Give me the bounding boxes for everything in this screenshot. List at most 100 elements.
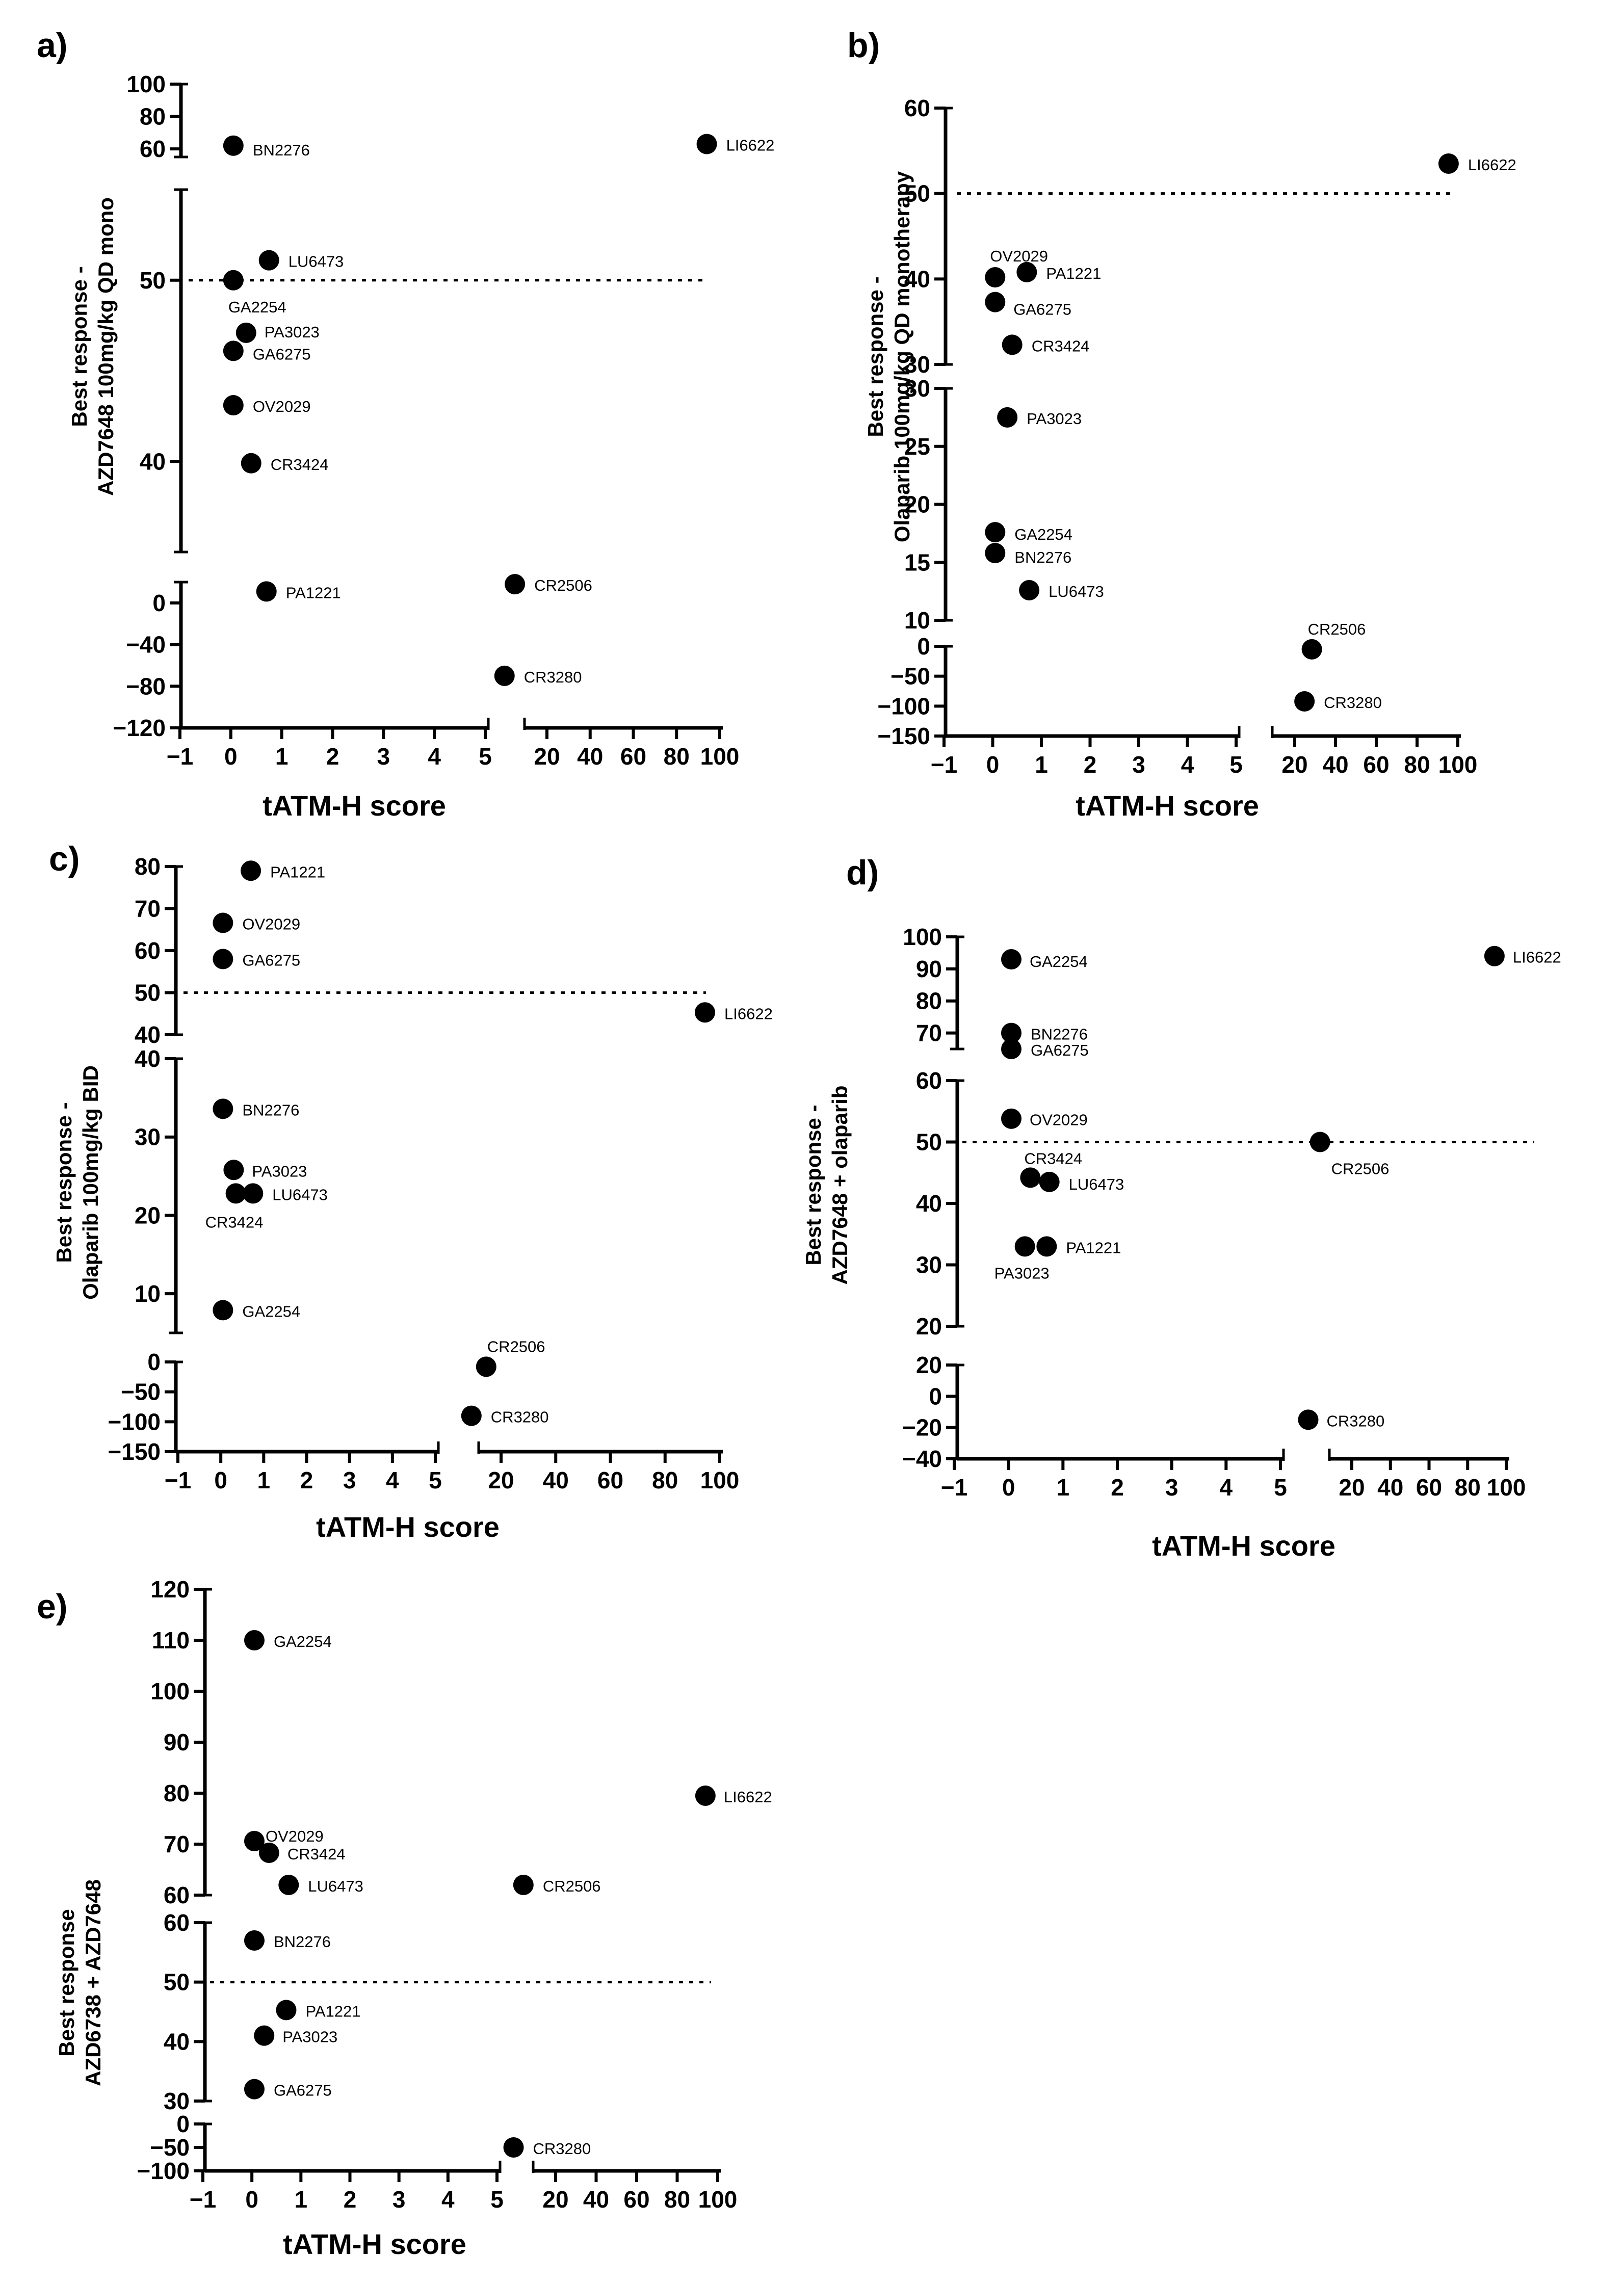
panel-label: b) <box>847 26 880 65</box>
point-label: CR2506 <box>1331 1160 1390 1178</box>
x-tick-label: 40 <box>1322 751 1348 778</box>
y-axis-label: Best response - Olaparib 100mg/kg QD mono… <box>863 171 914 542</box>
y-tick-label: 80 <box>164 1780 190 1806</box>
x-tick-label: 100 <box>1487 1474 1526 1501</box>
point-label: PA3023 <box>1027 410 1082 428</box>
data-point-ov2029 <box>223 395 244 416</box>
x-tick-label: 5 <box>479 743 492 770</box>
point-label: CR3280 <box>533 2140 591 2158</box>
point-label: BN2276 <box>1014 548 1071 566</box>
point-label: GA2254 <box>1014 526 1072 543</box>
data-point-cr3424 <box>225 1183 246 1204</box>
data-point-cr2506 <box>476 1356 496 1377</box>
data-point-pa1221 <box>241 860 261 881</box>
y-axis-segment: 10 20 30 40 <box>135 1045 183 1334</box>
y-axis-label-line: AZD7648 100mg/kg QD mono <box>94 197 118 496</box>
data-point-ga2254 <box>223 270 244 291</box>
point-label: CR2506 <box>543 1877 601 1895</box>
y-axis-segment: 60 70 80 90 100 110 120 <box>150 1576 212 1908</box>
point-label: PA3023 <box>282 2028 337 2046</box>
data-point-li6622 <box>695 1786 716 1806</box>
panel-label: d) <box>846 853 879 892</box>
x-tick-label: 60 <box>623 2186 649 2213</box>
data-point-ov2029 <box>1001 1108 1021 1129</box>
y-axis-segment: 0 −40 −80 −120 <box>113 581 188 741</box>
x-tick-label: 3 <box>392 2186 406 2213</box>
y-tick-label: 60 <box>140 136 166 162</box>
point-label: PA3023 <box>994 1264 1050 1282</box>
y-axis-segment: 30 40 50 60 <box>904 95 953 378</box>
y-tick-label: 50 <box>140 267 166 294</box>
y-axis-segment: 0−50−100 <box>137 2111 212 2184</box>
y-tick-label: 60 <box>164 1882 190 1908</box>
point-label: CR2506 <box>1308 620 1366 638</box>
data-point-cr3424 <box>258 1843 279 1863</box>
point-label: BN2276 <box>242 1101 299 1119</box>
point-label: CR3424 <box>1032 337 1090 355</box>
point-label: CR3424 <box>287 1845 346 1863</box>
x-tick-label: 1 <box>257 1467 271 1493</box>
x-tick-label: −1 <box>167 743 193 770</box>
point-label: GA6275 <box>1013 301 1071 319</box>
data-point-ga6275 <box>223 340 244 361</box>
x-tick-label: 40 <box>583 2186 609 2213</box>
y-tick-label: 20 <box>904 491 930 518</box>
y-tick-label: 90 <box>916 956 942 982</box>
point-label: GA6275 <box>253 345 311 363</box>
y-tick-label: 40 <box>916 1190 942 1217</box>
x-tick-label: 5 <box>490 2186 504 2213</box>
data-point-ga2254 <box>213 1300 233 1321</box>
y-axis-label-line: Best response - <box>801 1105 825 1265</box>
point-label: GA2254 <box>274 1633 332 1650</box>
y-tick-label: 20 <box>916 1313 942 1340</box>
x-tick-label: 5 <box>1274 1474 1287 1501</box>
x-tick-label: 2 <box>1111 1474 1124 1501</box>
x-tick-label: 0 <box>224 743 238 770</box>
data-point-cr2506 <box>1301 639 1322 660</box>
point-label: GA6275 <box>274 2082 332 2100</box>
point-label: OV2029 <box>242 915 300 933</box>
y-tick-label: 50 <box>164 1969 190 1996</box>
y-axis-label: Best response AZD6738 + AZD7648 <box>55 1879 105 2086</box>
x-tick-label: 4 <box>1220 1474 1233 1501</box>
data-point-pa1221 <box>1036 1236 1057 1257</box>
x-tick-label: 80 <box>1455 1474 1481 1501</box>
y-tick-label: 70 <box>135 896 161 922</box>
x-tick-label: 3 <box>1132 751 1145 778</box>
point-label: PA3023 <box>252 1162 307 1180</box>
x-tick-label: 2 <box>1084 751 1097 778</box>
y-axis-label: Best response - Olaparib 100mg/kg BID <box>52 1065 102 1300</box>
y-tick-label: −20 <box>902 1414 942 1441</box>
y-axis-segment: 40 50 60 70 80 <box>135 853 183 1048</box>
x-tick-label: 4 <box>441 2186 455 2213</box>
point-label: LI6622 <box>1468 156 1516 174</box>
panel-label: e) <box>37 1587 67 1626</box>
point-label: GA2254 <box>1030 953 1088 970</box>
panel-label: c) <box>49 839 80 878</box>
point-label: LI6622 <box>724 1788 772 1806</box>
x-tick-label: 1 <box>1057 1474 1070 1501</box>
point-label: BN2276 <box>274 1933 331 1951</box>
data-point-pa3023 <box>1014 1236 1035 1257</box>
data-point-ga2254 <box>1001 949 1021 969</box>
data-point-pa1221 <box>1016 261 1037 282</box>
data-point-pa1221 <box>256 581 277 602</box>
data-point-pa3023 <box>235 322 256 343</box>
data-point-ga2254 <box>244 1630 265 1650</box>
y-tick-label: 40 <box>135 1021 161 1048</box>
x-tick-label: 80 <box>664 743 690 770</box>
x-tick-label: 80 <box>652 1467 678 1493</box>
y-tick-label: 80 <box>140 103 166 130</box>
x-tick-label: 1 <box>1035 751 1048 778</box>
data-point-cr2506 <box>1309 1132 1330 1152</box>
data-point-lu6473 <box>278 1875 299 1895</box>
x-tick-label: 0 <box>1002 1474 1015 1501</box>
y-tick-label: 50 <box>135 980 161 1006</box>
x-tick-label: 2 <box>326 743 339 770</box>
y-tick-label: 70 <box>164 1831 190 1857</box>
x-tick-label: 0 <box>214 1467 227 1493</box>
point-label: PA1221 <box>1066 1239 1121 1256</box>
